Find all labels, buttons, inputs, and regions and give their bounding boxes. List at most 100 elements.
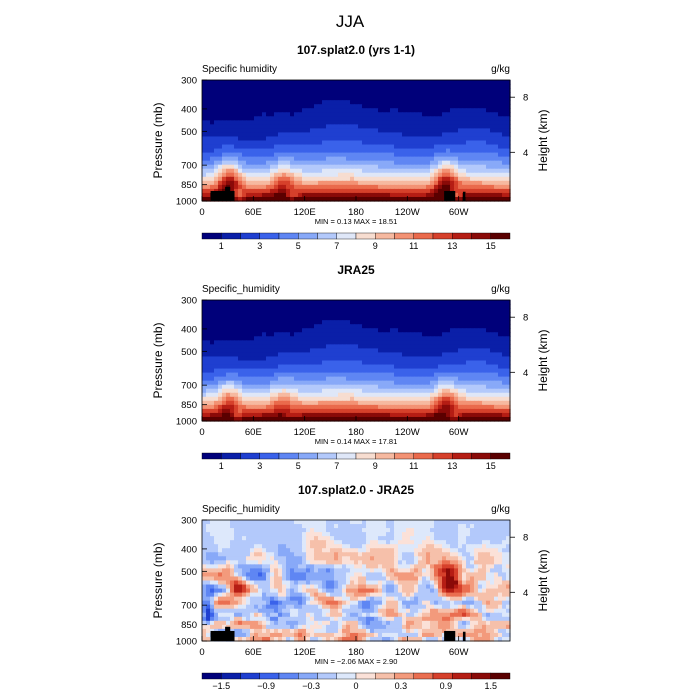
field-cell (414, 96, 419, 101)
field-cell (322, 140, 327, 146)
field-cell (434, 88, 439, 93)
field-cell (366, 144, 371, 150)
colorbar-swatch (394, 232, 414, 240)
field-cell (434, 396, 439, 402)
field-cell (202, 196, 207, 202)
field-cell (466, 328, 471, 333)
field-cell (270, 88, 275, 93)
field-cell (346, 156, 351, 162)
field-cell (262, 316, 267, 321)
field-cell (430, 380, 435, 386)
field-cell (338, 520, 343, 525)
field-cell (270, 348, 275, 354)
field-cell (270, 340, 275, 345)
field-cell (390, 196, 395, 202)
field-cell (458, 112, 463, 117)
field-cell (338, 332, 343, 337)
field-cell (258, 520, 263, 525)
field-cell (398, 80, 403, 85)
field-cell (410, 196, 415, 202)
field-cell (478, 348, 483, 354)
field-cell (426, 400, 431, 406)
field-cell (430, 520, 435, 525)
field-cell (346, 164, 351, 170)
field-cell (326, 396, 331, 402)
field-cell (482, 84, 487, 89)
field-cell (342, 104, 347, 109)
field-cell (338, 112, 343, 117)
field-cell (238, 340, 243, 345)
field-cell (506, 148, 511, 154)
field-cell (466, 168, 471, 174)
field-cell (214, 128, 219, 134)
field-cell (498, 520, 503, 525)
field-cell (334, 324, 339, 329)
field-cell (486, 104, 491, 109)
field-cell (270, 304, 275, 309)
field-cell (406, 144, 411, 150)
field-cell (410, 128, 415, 134)
field-cell (506, 116, 511, 121)
field-cell (322, 332, 327, 337)
field-cell (402, 120, 407, 125)
field-cell (490, 340, 495, 345)
field-cell (234, 108, 239, 113)
field-cell (446, 108, 451, 113)
field-cell (482, 344, 487, 349)
field-cell (434, 116, 439, 121)
field-cell (498, 128, 503, 134)
field-cell (202, 176, 207, 182)
field-cell (238, 196, 243, 202)
field-cell (310, 108, 315, 113)
field-cell (470, 112, 475, 117)
field-cell (282, 352, 287, 358)
field-cell (390, 348, 395, 354)
right-axis-label: Height (km) (536, 329, 550, 391)
field-cell (482, 368, 487, 374)
field-cell (314, 400, 319, 406)
field-cell (234, 140, 239, 146)
field-cell (490, 108, 495, 113)
field-cell (454, 324, 459, 329)
field-cell (318, 80, 323, 85)
field-cell (222, 92, 227, 97)
field-cell (338, 380, 343, 386)
field-cell (470, 336, 475, 341)
field-cell (314, 384, 319, 390)
field-cell (306, 100, 311, 105)
field-cell (502, 152, 507, 158)
field-cell (402, 132, 407, 138)
field-cell (346, 196, 351, 202)
field-cell (266, 168, 271, 174)
field-cell (410, 180, 415, 186)
field-cell (366, 108, 371, 113)
field-cell (262, 304, 267, 309)
field-cell (222, 388, 227, 394)
field-cell (250, 412, 255, 418)
field-cell (486, 316, 491, 321)
field-cell (314, 308, 319, 313)
field-cell (450, 412, 455, 418)
field-cell (306, 308, 311, 313)
field-cell (266, 524, 271, 529)
field-cell (302, 108, 307, 113)
field-cell (278, 180, 283, 186)
field-cell (506, 404, 511, 410)
field-cell (474, 304, 479, 309)
field-cell (502, 184, 507, 190)
field-cell (302, 156, 307, 162)
field-cell (250, 84, 255, 89)
field-cell (358, 416, 363, 422)
field-cell (338, 88, 343, 93)
field-cell (410, 320, 415, 325)
field-cell (218, 156, 223, 162)
field-cell (370, 120, 375, 125)
field-cell (322, 520, 327, 525)
field-cell (226, 112, 231, 117)
field-cell (366, 164, 371, 170)
field-cell (238, 140, 243, 146)
field-cell (326, 180, 331, 186)
field-cell (202, 412, 207, 418)
field-cell (354, 192, 359, 198)
field-cell (254, 160, 259, 166)
